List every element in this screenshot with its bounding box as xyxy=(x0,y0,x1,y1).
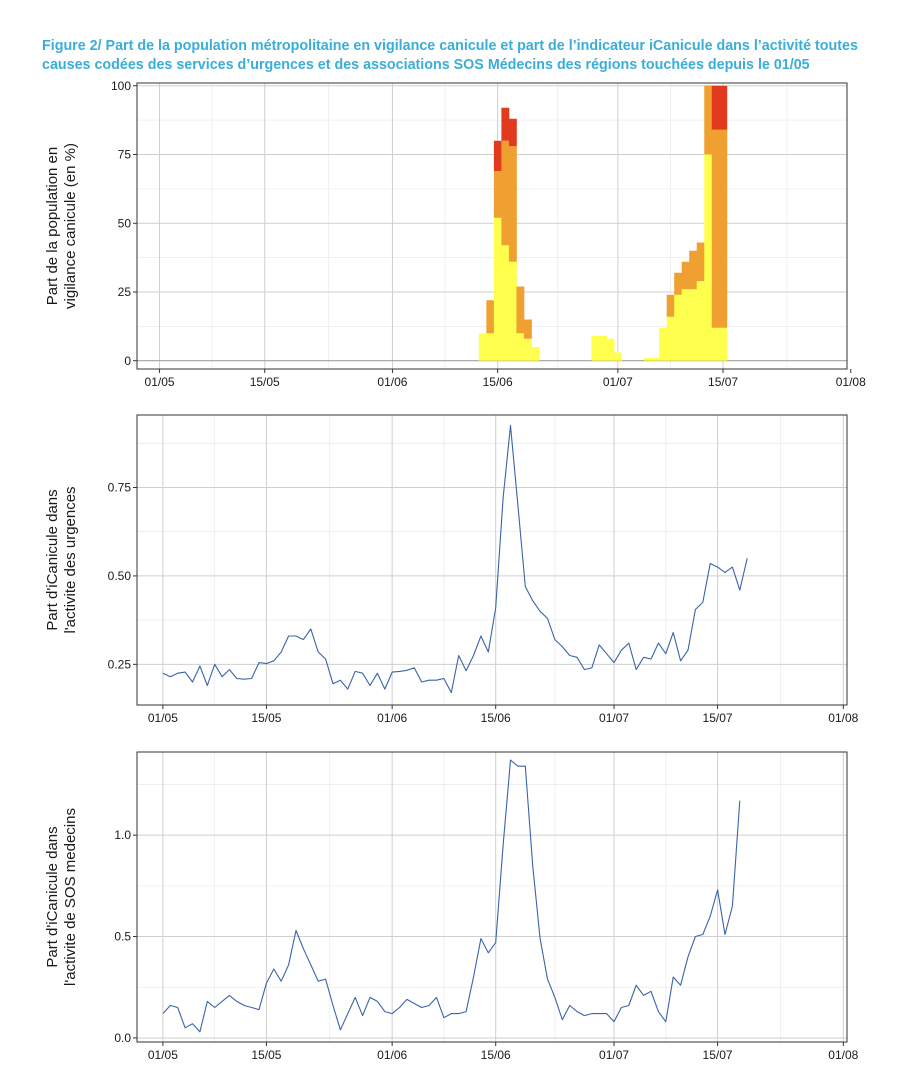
bar-segment-red xyxy=(508,118,517,147)
y-tick-label: 0.25 xyxy=(108,657,132,671)
y-tick-label: 75 xyxy=(118,148,132,162)
y-tick-label: 0.5 xyxy=(114,930,131,944)
bar-segment-yellow xyxy=(493,217,502,361)
plot-frame xyxy=(136,414,848,706)
series-line xyxy=(162,425,748,694)
x-tick-label: 01/05 xyxy=(148,1048,178,1062)
bar-segment-orange xyxy=(516,286,525,334)
x-tick-label: 15/07 xyxy=(703,711,733,725)
bar-segment-yellow xyxy=(486,333,495,361)
bar-segment-red xyxy=(493,140,502,171)
y-axis-title-line: l'activite des urgences xyxy=(62,486,79,633)
x-tick-label: 01/06 xyxy=(377,711,407,725)
x-tick-label: 15/06 xyxy=(481,711,511,725)
x-tick-label: 01/07 xyxy=(599,711,629,725)
y-tick-label: 0 xyxy=(124,354,131,368)
x-tick-label: 01/05 xyxy=(148,711,178,725)
plot-frame xyxy=(136,751,848,1043)
bar-segment-orange xyxy=(508,146,517,262)
y-tick-label: 100 xyxy=(111,79,131,93)
bar-segment-orange xyxy=(681,261,690,290)
bar-segment-yellow xyxy=(591,336,600,361)
x-tick-label: 01/06 xyxy=(377,375,407,389)
bar-segment-yellow xyxy=(531,347,540,361)
bar-segment-yellow xyxy=(523,338,532,361)
x-tick-label: 15/05 xyxy=(251,711,281,725)
bar-segment-yellow xyxy=(711,327,720,361)
bar-segment-orange xyxy=(711,129,720,328)
x-tick-label: 15/05 xyxy=(251,1048,281,1062)
bar-segment-yellow xyxy=(659,327,668,361)
bar-segment-orange xyxy=(666,294,675,317)
bar-segment-yellow xyxy=(651,358,660,361)
bar-segment-red xyxy=(711,85,720,130)
series-line xyxy=(162,759,741,1033)
bar-segment-yellow xyxy=(666,316,675,361)
bar-segment-yellow xyxy=(689,289,698,361)
y-tick-label: 0.0 xyxy=(114,1031,131,1045)
figure-title: Figure 2/ Part de la population métropol… xyxy=(42,37,902,75)
bar-segment-yellow xyxy=(614,352,623,361)
figure-title-line-1: Figure 2/ Part de la population métropol… xyxy=(42,38,858,54)
y-tick-label: 0.75 xyxy=(108,481,132,495)
figure-title-line-2: causes codées des services d’urgences et… xyxy=(42,57,810,73)
chart-vigilance-population: 01/05 15/05 01/06 15/06 01/07 15/07 01/08 0 25 50… xyxy=(44,79,866,389)
chart-icanicule-urgences: 01/05 15/05 01/06 15/06 01/07 15/07 01/08 0.25 0… xyxy=(44,414,859,725)
plot-frame xyxy=(136,82,848,370)
bar-segment-yellow xyxy=(704,154,713,361)
y-axis-title-line: vigilance canicule (en %) xyxy=(62,143,79,309)
x-tick-label: 01/07 xyxy=(603,375,633,389)
bar-segment-red xyxy=(719,85,728,130)
bar-segment-yellow xyxy=(674,294,683,361)
x-tick-label: 01/08 xyxy=(828,1048,858,1062)
chart-icanicule-sos-medecins: 01/05 15/05 01/06 15/06 01/07 15/07 01/08 0.0 0.… xyxy=(44,751,859,1062)
bar-segment-yellow xyxy=(606,338,615,361)
bar-segment-orange xyxy=(523,319,532,339)
bar-segment-orange xyxy=(696,242,705,281)
bar-segment-yellow xyxy=(696,281,705,361)
y-axis-title-line: Part de la population en xyxy=(44,147,61,305)
bar-segment-orange xyxy=(674,272,683,295)
bar-segment-yellow xyxy=(516,333,525,361)
bar-segment-orange xyxy=(493,171,502,218)
y-axis-title: Part d'iCanicule dansl'activite des urge… xyxy=(44,486,79,633)
x-tick-label: 15/06 xyxy=(481,1048,511,1062)
x-tick-label: 01/08 xyxy=(836,375,866,389)
bar-segment-yellow xyxy=(478,333,487,361)
x-tick-label: 15/06 xyxy=(483,375,513,389)
plot-background xyxy=(137,752,847,1042)
y-axis-title-line: Part d'iCanicule dans xyxy=(44,826,61,967)
bar-segment-yellow xyxy=(644,358,653,361)
x-tick-label: 15/07 xyxy=(703,1048,733,1062)
y-tick-label: 25 xyxy=(118,285,132,299)
bar-segment-yellow xyxy=(681,289,690,361)
y-axis-title-line: l'activite de SOS medecins xyxy=(62,808,79,986)
bar-segment-red xyxy=(501,107,510,141)
y-axis-title: Part d'iCanicule dansl'activite de SOS m… xyxy=(44,808,79,986)
y-axis-title-line: Part d'iCanicule dans xyxy=(44,489,61,630)
bar-segment-yellow xyxy=(599,336,607,361)
x-tick-label: 01/06 xyxy=(377,1048,407,1062)
y-tick-label: 0.50 xyxy=(108,569,132,583)
bar-segment-yellow xyxy=(719,327,728,361)
x-tick-label: 01/07 xyxy=(599,1048,629,1062)
x-tick-label: 15/05 xyxy=(250,375,280,389)
bar-segment-orange xyxy=(704,85,713,155)
y-tick-label: 50 xyxy=(118,216,132,230)
y-tick-label: 1.0 xyxy=(114,828,131,842)
bar-segment-orange xyxy=(719,129,728,328)
bar-segment-yellow xyxy=(501,245,510,361)
x-tick-label: 01/05 xyxy=(145,375,175,389)
bar-segment-yellow xyxy=(508,261,517,361)
bar-segment-orange xyxy=(501,140,510,246)
bar-segment-orange xyxy=(486,300,495,334)
x-tick-label: 15/07 xyxy=(708,375,738,389)
x-tick-label: 01/08 xyxy=(828,711,858,725)
plot-background xyxy=(137,415,847,705)
y-axis-title: Part de la population envigilance canicu… xyxy=(44,143,79,309)
bar-segment-orange xyxy=(689,250,698,290)
